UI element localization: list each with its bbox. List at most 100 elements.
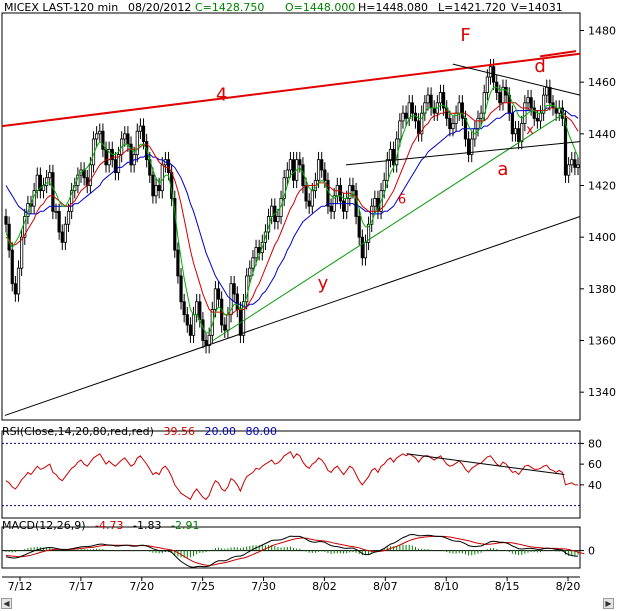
candle-body (138, 125, 143, 132)
candle-body (570, 159, 574, 166)
candle-body (288, 159, 293, 171)
candle-body (441, 92, 446, 109)
candle-body (523, 102, 527, 124)
candle-body (482, 92, 486, 114)
candle-body (432, 107, 436, 114)
candle-body (257, 247, 261, 254)
candle-body (542, 94, 546, 114)
candle-body (98, 130, 102, 135)
candle-body (66, 210, 71, 225)
candle-body (198, 301, 202, 321)
candle-body (88, 164, 92, 186)
rsi-line (5, 450, 578, 501)
candle-body (329, 205, 333, 212)
candle-body (4, 216, 8, 225)
y-tick-label: 1460 (588, 76, 616, 89)
rsi-title: RSI(Close,14,20,80,red,red) (2, 425, 154, 438)
candle-body (357, 216, 361, 238)
candle-body (298, 159, 302, 166)
candle-body (241, 301, 246, 336)
candle-body (210, 309, 214, 336)
candle-body (576, 164, 580, 168)
x-tick-label: 7/20 (129, 580, 154, 593)
candle-body (10, 249, 14, 285)
candle-body (182, 301, 186, 316)
candle-body (57, 210, 61, 233)
candle-body (366, 223, 371, 243)
annotation-label: F (460, 25, 470, 46)
candle-body (270, 205, 274, 217)
candle-body (548, 86, 552, 104)
candle-body (345, 198, 349, 212)
candle-body (451, 123, 455, 130)
candle-body (123, 133, 127, 140)
candle-body (48, 172, 52, 179)
ma-mid-line (5, 102, 579, 316)
candle-body (223, 324, 227, 331)
candle-body (282, 177, 286, 199)
candle-body (179, 275, 183, 303)
candle-body (391, 148, 396, 166)
candle-body (116, 154, 121, 173)
header-low: L=1421.720 (438, 1, 506, 14)
candle-body (70, 190, 74, 212)
y-tick-label: 1400 (588, 231, 616, 244)
candle-body (467, 138, 471, 155)
candle-body (517, 128, 521, 142)
annotation-label: d (534, 56, 545, 77)
trendline (539, 50, 577, 58)
annotation-label: x (526, 123, 534, 138)
candle-body (176, 249, 180, 277)
candle-body (470, 138, 474, 155)
candle-body (498, 92, 502, 104)
candle-body (166, 159, 171, 173)
arrow-left-icon[interactable]: ◀ (1, 598, 12, 609)
x-tick-label: 8/10 (434, 580, 459, 593)
candle-body (348, 185, 352, 199)
candle-body (204, 340, 208, 347)
candle-body (226, 314, 230, 331)
candle-body (567, 164, 571, 176)
rsi-label: RSI(Close,14,20,80,red,red) 39.56 20.00 … (2, 425, 277, 438)
candle-body (488, 66, 493, 78)
candle-body (291, 159, 296, 181)
candle-body (320, 159, 324, 171)
panel-border (1, 430, 581, 519)
candle-body (388, 148, 393, 161)
candle-body (113, 159, 117, 173)
candle-body (385, 159, 389, 181)
candle-body (532, 107, 536, 119)
macd-line (5, 533, 578, 568)
trendline (4, 216, 581, 416)
y-tick-label: 1360 (588, 335, 616, 348)
candle-body (420, 112, 424, 135)
arrow-right-icon[interactable]: ▶ (603, 598, 614, 609)
candle-body (520, 123, 524, 142)
candle-body (60, 231, 64, 243)
y-tick-label: 1480 (588, 25, 616, 38)
candle-body (338, 185, 343, 202)
candle-body (304, 185, 308, 202)
candle-body (563, 117, 568, 176)
rsi-low-level: 20.00 (204, 425, 236, 438)
rsi-trendline (406, 453, 565, 475)
candle-body (16, 267, 21, 295)
candle-body (54, 210, 58, 213)
candle-body (129, 143, 133, 166)
candle-body (45, 177, 49, 186)
candle-body (160, 164, 164, 192)
y-tick-label: 1340 (588, 386, 616, 399)
candle-body (154, 185, 158, 197)
x-tick-label: 7/25 (190, 580, 215, 593)
macd-value: -4.73 (95, 519, 124, 532)
x-tick-label: 7/17 (69, 580, 94, 593)
candle-body (285, 169, 289, 179)
candle-body (341, 200, 346, 212)
rsi-high-level: 80.00 (245, 425, 277, 438)
candle-body (276, 216, 280, 223)
candle-body (157, 185, 161, 192)
candle-body (135, 130, 139, 155)
candle-body (13, 283, 17, 295)
candle-body (429, 94, 433, 109)
